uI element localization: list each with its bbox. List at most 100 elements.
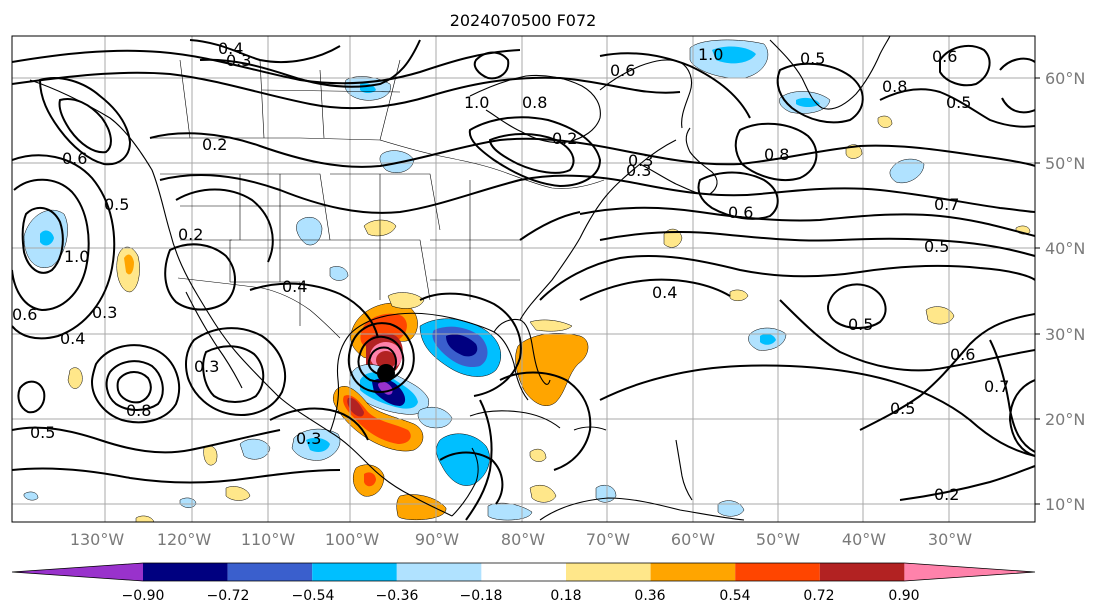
contour-midlat-5 — [539, 254, 1035, 301]
shade-blue-caribbean-south — [717, 500, 745, 517]
coast-hudson — [469, 74, 601, 144]
contour-label-11: 0.5 — [946, 93, 971, 112]
contour-east-high-2 — [999, 57, 1035, 114]
lon-label-130w: 130°W — [70, 530, 125, 549]
lon-label-110w: 110°W — [241, 530, 296, 549]
coast-antilles — [675, 439, 693, 501]
border-us-mexico — [177, 277, 341, 339]
contour-label-17: 0.5 — [924, 237, 949, 256]
coast-pacific-northwest — [29, 79, 453, 517]
figure-title: 2024070500 F072 — [450, 11, 597, 30]
coast-gulf — [329, 312, 529, 433]
contour-label-20: 0.6 — [950, 345, 975, 364]
contour-label-15: 0.6 — [728, 203, 753, 222]
shade-yellow-pacific-south — [67, 367, 83, 389]
contour-alaska-1 — [38, 76, 132, 166]
contour-label-28: 0.5 — [104, 195, 129, 214]
lon-label-30w: 30°W — [928, 530, 972, 549]
contour-label-30: 0.3 — [92, 303, 117, 322]
shade-orange-baja-north — [124, 254, 134, 275]
contour-label-16: 0.7 — [934, 195, 959, 214]
contour-midlat-1 — [149, 132, 1035, 168]
contour-rockies-2 — [175, 188, 274, 263]
contour-pacific-south-1 — [12, 426, 281, 454]
shade-light-caribbean — [487, 502, 533, 521]
contour-label-1: 0.4 — [218, 39, 243, 58]
colorbar-tick-8: 0.54 — [719, 588, 750, 604]
contour-label-4: 0.8 — [522, 93, 547, 112]
colorbar-tick-10: 0.90 — [888, 588, 919, 604]
contour-label-13: 0.2 — [202, 135, 227, 154]
shade-dark-mexico — [347, 397, 364, 417]
colorbar-segment-8 — [650, 563, 736, 581]
contour-caribbean-1 — [439, 451, 504, 505]
colorbar-segment-1 — [12, 563, 143, 581]
lon-label-90w: 90°W — [415, 530, 459, 549]
shade-blue-pacific-small — [23, 491, 39, 501]
contour-gulf-cyclone-1 — [347, 322, 415, 393]
contour-quebec-2 — [488, 133, 575, 174]
contour-label-9: 0.8 — [882, 77, 907, 96]
contour-labrador — [599, 52, 751, 119]
contour-midlat-2 — [159, 174, 1035, 214]
contour-label-7: 0.2 — [552, 129, 577, 148]
contour-mid-atlantic — [519, 211, 731, 301]
lon-label-50w: 50°W — [756, 530, 800, 549]
contour-label-36: 0.6 — [12, 305, 37, 324]
shade-negative-east-gulf-core — [446, 334, 478, 357]
shade-negative-yucatan — [436, 433, 490, 486]
lat-label-30n: 30°N — [1045, 325, 1085, 344]
contour-pacific-low-left — [17, 380, 46, 414]
longitude-labels: 130°W 120°W 110°W 100°W 90°W 80°W 70°W 6… — [70, 530, 972, 549]
contour-label-12: 0.3 — [628, 151, 653, 170]
contour-pacific-south-high-2 — [105, 360, 164, 411]
shade-blue-plains-2 — [329, 266, 349, 281]
colorbar: −0.90 −0.72 −0.54 −0.36 −0.18 0.18 0.36 … — [11, 562, 1036, 604]
colorbar-segment-2 — [143, 563, 228, 581]
contour-label-29: 1.0 — [64, 247, 89, 266]
colorbar-ticks: −0.90 −0.72 −0.54 −0.36 −0.18 0.18 0.36 … — [122, 588, 920, 604]
contour-pacific-high-3 — [21, 206, 64, 274]
shade-yellow-atlantic-1 — [663, 228, 683, 248]
contour-atlantic-south-2 — [779, 299, 1035, 372]
map-panel: 0.4 0.3 1.0 0.8 0.6 0.5 0.2 1.0 0.8 0.6 … — [11, 35, 1085, 549]
colorbar-tick-2: −0.72 — [207, 588, 250, 604]
colorbar-tick-7: 0.36 — [634, 588, 665, 604]
contour-midlat-4 — [599, 231, 1035, 257]
contour-pacific-south-high-1 — [90, 344, 181, 424]
shade-yellow-pacific-corner — [135, 515, 155, 522]
contour-label-5: 0.6 — [610, 61, 635, 80]
contour-alaska-2 — [58, 98, 112, 154]
contour-caribbean-2 — [499, 371, 592, 471]
contour-pacific-south-2 — [12, 467, 341, 484]
contour-gulf-cyclone-2 — [357, 335, 405, 383]
coast-greenland — [769, 36, 891, 110]
lon-label-40w: 40°W — [842, 530, 886, 549]
contour-atlantic-south-1 — [599, 364, 1035, 457]
border-states-2 — [160, 173, 330, 326]
coast-atlantic-us — [519, 139, 677, 321]
colorbar-segment-4 — [312, 563, 397, 581]
shade-core-ring — [376, 351, 396, 369]
contour-northeast-loop — [697, 171, 779, 220]
contour-atlantic-south-4 — [899, 465, 1035, 501]
shade-blue-pacific-south — [239, 438, 271, 460]
latitude-labels: 60°N 50°N 40°N 30°N 20°N 10°N — [1035, 69, 1085, 514]
colorbar-tick-4: −0.36 — [376, 588, 419, 604]
contour-label-6: 0.5 — [800, 49, 825, 68]
political-borders — [150, 59, 605, 339]
shade-light-caribbean-2 — [529, 485, 557, 503]
contour-gulf-east — [419, 292, 522, 397]
border-us-canada — [150, 137, 605, 189]
contour-mexico-2 — [202, 345, 265, 403]
contour-atlantic-low — [827, 283, 887, 329]
contour-east-2 — [1008, 379, 1035, 457]
lon-label-60w: 60°W — [671, 530, 715, 549]
colorbar-segment-5 — [396, 563, 482, 581]
contour-east-high — [939, 44, 991, 87]
coast-south-america — [539, 497, 745, 521]
shade-yellow-atlantic-3 — [925, 306, 955, 325]
lat-label-50n: 50°N — [1045, 154, 1085, 173]
contour-hudson-low — [473, 51, 510, 80]
